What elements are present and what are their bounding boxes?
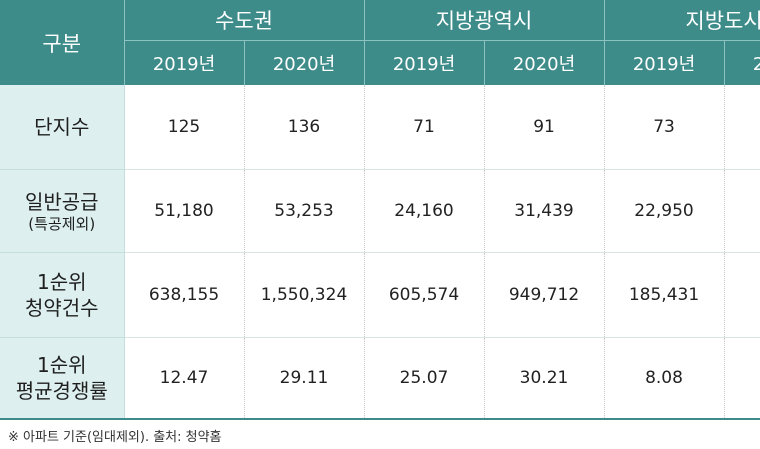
table-row: 1순위 청약건수 638,155 1,550,324 605,574 949,7… [0,252,760,338]
header-year: 2020년 [244,40,365,85]
header-year: 2019년 [364,40,485,85]
table-cell: 73 [604,85,725,170]
row-label-line: 일반공급 [24,190,99,214]
header-gubun: 구분 [0,0,125,85]
header-row-regions: 구분 수도권 지방광역시 지방도시 [0,0,760,85]
table-cell: 605,574 [364,252,485,338]
table-cell: 136 [244,85,365,170]
table-cell: 125 [124,85,245,170]
table-row: 단지수 125 136 71 91 73 [0,85,760,170]
table-cell: 29.11 [244,337,365,420]
table-cell: 30.21 [484,337,605,420]
table-cell: 1 [724,337,760,420]
table-cell: 1,550,324 [244,252,365,338]
table-cell: 91 [484,85,605,170]
row-label-first-rank-applications: 1순위 청약건수 [0,252,125,338]
row-label-line: 1순위 [36,353,87,377]
row-label-line: 청약건수 [24,296,99,320]
header-year: 2020년 [724,40,760,85]
header-region-capital: 수도권 [124,0,365,41]
header-region-metro: 지방광역시 [364,0,605,41]
row-label-first-rank-avg-competition: 1순위 평균경쟁률 [0,337,125,420]
row-label-line: 평균경쟁률 [15,379,108,403]
header-year: 2019년 [604,40,725,85]
row-label-sub: (특공제외) [28,215,96,233]
row-label-line: 단지수 [34,115,90,139]
table-cell: 185,431 [604,252,725,338]
table-cell: 24,160 [364,169,485,253]
table-cell: 22,950 [604,169,725,253]
header-region-local: 지방도시 [604,0,760,41]
table-row: 일반공급 (특공제외) 51,180 53,253 24,160 31,439 … [0,169,760,253]
row-label-line: 1순위 [36,270,87,294]
header-year: 2019년 [124,40,245,85]
table-cell: 2 [724,169,760,253]
table-cell: 638,155 [124,252,245,338]
subscription-competition-table: 구분 수도권 지방광역시 지방도시 2019년 2020년 2019년 2020… [0,0,760,420]
table-row: 1순위 평균경쟁률 12.47 29.11 25.07 30.21 8.08 1 [0,337,760,420]
table-cell: 53,253 [244,169,365,253]
table-cell: 949,712 [484,252,605,338]
table-cell: 12.47 [124,337,245,420]
footnote: ※ 아파트 기준(임대제외). 출처: 청약홈 [8,430,222,445]
row-label-general-supply: 일반공급 (특공제외) [0,169,125,253]
row-label-complex-count: 단지수 [0,85,125,170]
competition-table-container: 구분 수도권 지방광역시 지방도시 2019년 2020년 2019년 2020… [0,0,760,420]
table-cell: 8.08 [604,337,725,420]
table-cell: 51,180 [124,169,245,253]
table-cell: 71 [364,85,485,170]
table-cell: 28 [724,252,760,338]
table-cell: 25.07 [364,337,485,420]
header-row-years: 2019년 2020년 2019년 2020년 2019년 2020년 [0,40,760,85]
table-cell: 31,439 [484,169,605,253]
table-cell [724,85,760,170]
header-year: 2020년 [484,40,605,85]
